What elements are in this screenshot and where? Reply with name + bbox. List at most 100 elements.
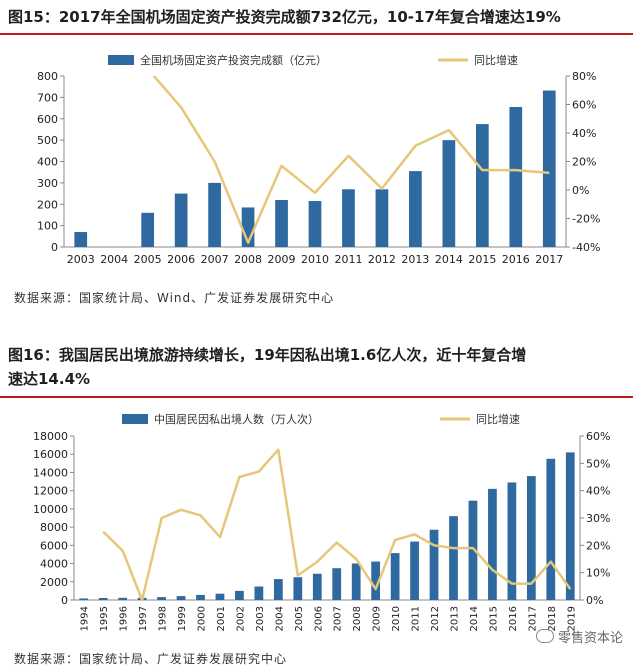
x-tick-label: 2005 [134,253,162,266]
x-tick-label: 2001 [216,606,227,631]
bar [293,577,303,600]
x-tick-label: 1999 [177,606,188,631]
left-tick-label: 200 [37,198,58,211]
right-tick-label: -40% [572,241,600,254]
right-tick-label: 0% [586,594,603,607]
growth-line [102,448,572,600]
x-tick-label: 2011 [334,253,362,266]
bar [74,232,88,247]
growth-line [152,76,550,244]
bar [468,500,478,600]
right-tick-label: 50% [586,457,610,470]
right-tick-label: 30% [586,512,610,525]
figure2-title-line1: 图16：我国居民出境旅游持续增长，19年因私出境1.6亿人次，近十年复合增 [8,346,527,364]
bar [141,212,155,247]
chart2: 中国居民因私出境人数（万人次） 同比增速 0 2000 4000 6000 8000 1000… [33,412,610,631]
left-tick-label: 10000 [33,503,68,516]
left-tick-label: 0 [61,594,68,607]
left-tick-label: 8000 [40,521,68,534]
bar [351,563,361,600]
x-tick-label: 2015 [468,253,496,266]
bar [312,573,322,600]
right-tick-label: 40% [572,127,596,140]
bar [118,597,128,600]
bar [332,568,342,600]
x-tick-label: 2013 [401,253,429,266]
x-tick-label: 2018 [547,606,558,631]
legend-bar-label: 全国机场固定资产投资完成额（亿元） [140,53,327,67]
bar [442,140,456,247]
bar [546,458,556,600]
x-tick-label: 2014 [469,606,480,631]
right-tick-label: 0% [572,184,589,197]
left-tick-label: 300 [37,177,58,190]
left-tick-label: 600 [37,113,58,126]
chart1: 全国机场固定资产投资完成额（亿元） 同比增速 0 100 200 300 400 500 600… [37,53,600,266]
bar [375,189,389,247]
right-tick-label: -20% [572,213,600,226]
left-tick-label: 18000 [33,430,68,443]
bar [254,586,264,600]
x-tick-label: 2014 [435,253,463,266]
right-tick-label: 20% [572,156,596,169]
bar [509,106,523,248]
figure1-source: 数据来源：国家统计局、Wind、广发证券发展研究中心 [14,291,335,305]
figure1-title: 图15：2017年全国机场固定资产投资完成额732亿元，10-17年复合增速达1… [8,8,561,26]
x-tick-label: 2019 [566,606,577,631]
x-tick-label: 2003 [255,606,266,631]
legend-bar-swatch [108,55,134,65]
x-tick-label: 2008 [234,253,262,266]
figure1-title-rule [0,33,633,35]
bar [308,201,322,247]
x-tick-label: 2015 [488,606,499,631]
bar [542,90,556,247]
x-tick-label: 2007 [333,606,344,631]
bar [176,596,186,600]
figure2-title-rule [0,396,633,398]
watermark-text: 零售资本论 [557,631,623,646]
x-tick-label: 2007 [201,253,229,266]
legend-line-label: 同比增速 [476,412,520,426]
x-tick-label: 2004 [100,253,128,266]
right-tick-label: 20% [586,539,610,552]
bar [409,171,422,247]
x-tick-label: 2008 [352,606,363,631]
bar [208,182,221,247]
x-tick-label: 2010 [301,253,329,266]
left-tick-label: 500 [37,134,58,147]
x-tick-label: 2010 [391,606,402,631]
x-tick-label: 1995 [99,606,110,631]
wechat-icon [535,629,554,643]
legend-bar-swatch [122,414,148,424]
bar [79,598,89,600]
x-tick-label: 1996 [119,606,130,631]
legend-line-label: 同比增速 [474,53,518,67]
bar [390,553,400,600]
left-tick-label: 4000 [40,558,68,571]
x-tick-label: 2017 [527,606,538,631]
figure2-title-line2: 速达14.4% [8,370,91,388]
legend-bar-label: 中国居民因私出境人数（万人次） [154,412,319,426]
x-tick-label: 1994 [80,606,91,631]
x-tick-label: 2016 [502,253,530,266]
bar [526,476,536,600]
x-tick-label: 2000 [197,606,208,631]
bar [449,516,458,600]
left-tick-label: 6000 [40,539,68,552]
x-tick-label: 2013 [450,606,461,631]
bar [410,541,419,600]
left-tick-label: 100 [37,220,58,233]
x-tick-label: 2003 [67,253,95,266]
left-tick-label: 14000 [33,466,68,479]
x-tick-label: 2006 [167,253,195,266]
right-tick-label: 80% [572,70,596,83]
bar [157,597,166,600]
bar [215,593,225,600]
right-tick-label: 40% [586,485,610,498]
left-tick-label: 400 [37,156,58,169]
left-tick-label: 16000 [33,448,68,461]
x-tick-label: 2012 [430,606,441,631]
left-tick-label: 2000 [40,576,68,589]
x-tick-label: 2017 [535,253,563,266]
x-tick-label: 1997 [138,606,149,631]
